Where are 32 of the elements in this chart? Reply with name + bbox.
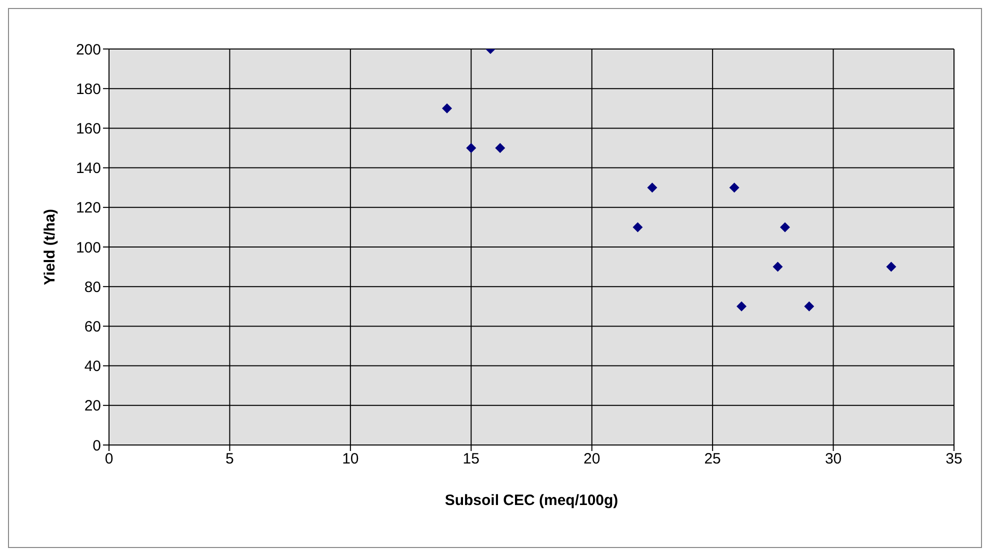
x-tick-label: 25: [704, 450, 721, 468]
point: [466, 143, 476, 153]
point: [647, 182, 658, 193]
x-tick-label: 35: [946, 450, 962, 468]
y-tick-label: 180: [76, 80, 101, 98]
y-axis-title: Yield (t/ha): [41, 208, 58, 286]
point: [442, 103, 452, 114]
point: [886, 262, 896, 272]
point: [736, 301, 747, 312]
y-tick-label: 20: [84, 398, 101, 415]
point: [780, 222, 790, 232]
y-tick-label: 0: [92, 437, 101, 454]
point: [804, 301, 814, 312]
point: [772, 262, 783, 272]
x-tick-label: 5: [226, 450, 234, 468]
x-tick-label: 20: [584, 450, 600, 468]
x-tick-label: 10: [342, 450, 359, 468]
y-tick-label: 140: [76, 160, 101, 178]
y-tick-label: 60: [84, 318, 101, 336]
point: [632, 222, 643, 232]
point: [729, 182, 740, 193]
x-axis-title: Subsoil CEC (meq/100g): [444, 492, 618, 509]
x-tick-label: 15: [462, 450, 480, 468]
y-tick-label: 160: [76, 120, 101, 138]
y-tick-label: 120: [76, 200, 101, 217]
y-tick-label: 100: [76, 239, 101, 256]
x-tick-label: 30: [824, 450, 842, 468]
y-tick-label: 40: [84, 358, 101, 376]
y-tick-label: 200: [76, 41, 101, 58]
y-tick-label: 80: [84, 278, 101, 296]
x-tick-label: 0: [104, 450, 114, 468]
point: [495, 143, 506, 153]
